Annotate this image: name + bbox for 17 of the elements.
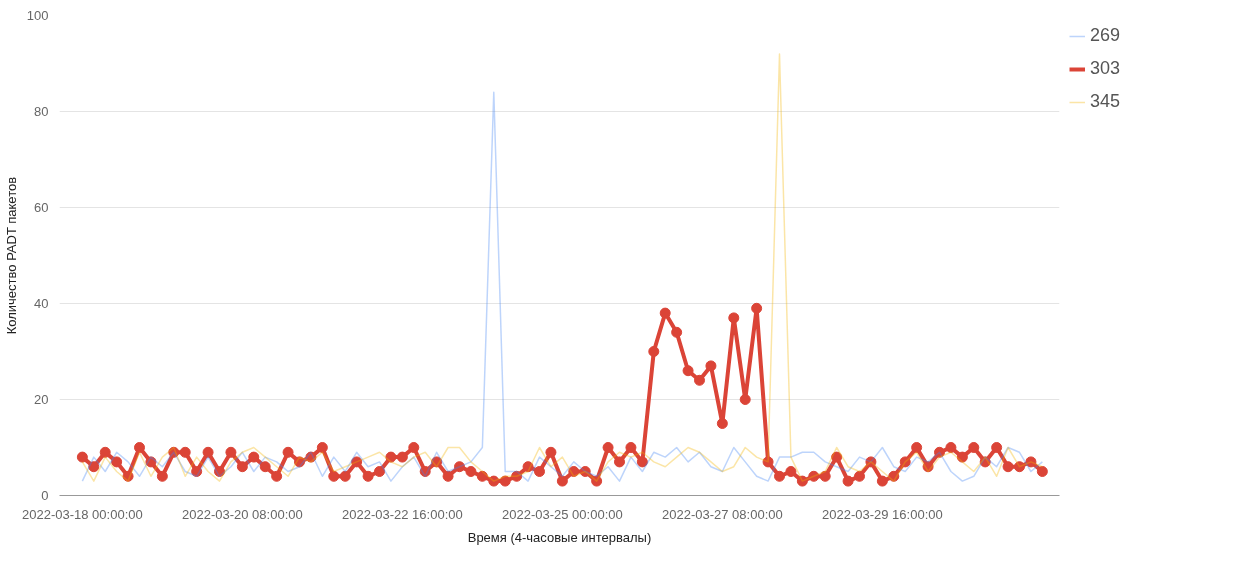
y-tick-label: 80 bbox=[34, 104, 49, 119]
x-tick-label: 2022-03-25 00:00:00 bbox=[502, 506, 623, 522]
y-axis-title: Количество PADT пакетов bbox=[3, 176, 19, 335]
y-tick-label: 0 bbox=[41, 488, 49, 503]
x-tick-label: 2022-03-29 16:00:00 bbox=[822, 506, 943, 522]
y-tick-label: 20 bbox=[34, 392, 49, 407]
x-axis-title: Время (4-часовые интервалы) bbox=[467, 529, 652, 545]
y-tick-label: 40 bbox=[34, 296, 49, 311]
y-tick-label: 60 bbox=[34, 200, 49, 215]
x-tick-label: 2022-03-22 16:00:00 bbox=[342, 506, 463, 522]
x-tick-label: 2022-03-18 00:00:00 bbox=[22, 506, 143, 522]
legend-label: 303 bbox=[1090, 58, 1121, 79]
legend-label: 269 bbox=[1090, 25, 1121, 46]
y-tick-label: 100 bbox=[26, 8, 49, 23]
x-tick-label: 2022-03-20 08:00:00 bbox=[182, 506, 303, 522]
x-tick-label: 2022-03-27 08:00:00 bbox=[662, 506, 783, 522]
legend-label: 345 bbox=[1090, 91, 1121, 112]
